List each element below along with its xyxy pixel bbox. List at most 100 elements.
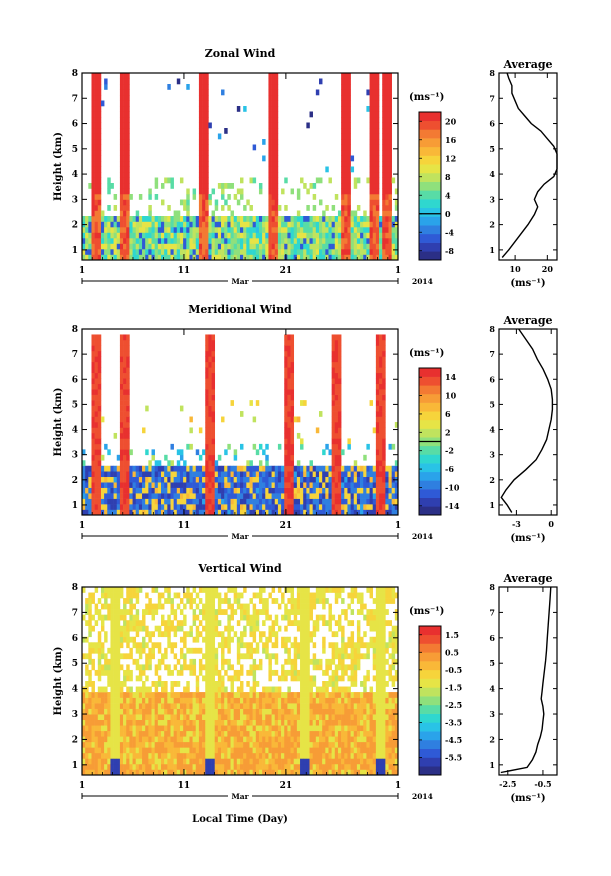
heatmap-cell bbox=[205, 210, 209, 217]
heatmap-cell bbox=[284, 422, 288, 428]
heatmap-cell bbox=[126, 697, 130, 704]
heatmap-cell bbox=[195, 625, 200, 632]
heatmap-cell bbox=[369, 144, 374, 151]
heatmap-cell bbox=[369, 210, 374, 217]
heatmap-cell bbox=[246, 620, 250, 627]
heatmap-cell bbox=[221, 487, 225, 494]
heatmap-cell bbox=[164, 741, 168, 748]
heatmap-cell bbox=[97, 703, 102, 709]
heatmap-cell bbox=[284, 243, 288, 250]
heatmap-cell bbox=[350, 482, 355, 488]
heatmap-cell bbox=[265, 763, 269, 770]
heatmap-cell bbox=[110, 714, 114, 721]
heatmap-cell bbox=[119, 664, 124, 671]
heatmap-cell bbox=[142, 232, 146, 239]
heatmap-cell bbox=[119, 188, 124, 195]
heatmap-cell bbox=[379, 372, 383, 379]
heatmap-cell bbox=[224, 216, 228, 222]
heatmap-cell bbox=[252, 498, 257, 505]
heatmap-cell bbox=[372, 427, 377, 434]
heatmap-cell bbox=[265, 714, 269, 721]
heatmap-cell bbox=[271, 84, 276, 90]
x-tick-label: 21 bbox=[280, 521, 293, 531]
heatmap-cell bbox=[322, 487, 326, 494]
heatmap-cell bbox=[271, 625, 276, 632]
heatmap-cell bbox=[379, 221, 383, 228]
heatmap-cell bbox=[284, 658, 288, 665]
heatmap-cell bbox=[119, 509, 124, 516]
heatmap-cell bbox=[179, 703, 184, 709]
heatmap-cell bbox=[100, 741, 105, 748]
heatmap-cell bbox=[350, 216, 355, 222]
heatmap-cell bbox=[189, 763, 193, 770]
heatmap-cell bbox=[132, 625, 137, 632]
heatmap-cell bbox=[262, 221, 266, 228]
heatmap-cell bbox=[341, 249, 345, 255]
heatmap-cell bbox=[233, 465, 238, 472]
heatmap-cell bbox=[240, 476, 244, 483]
average-x-tick-label: 10 bbox=[510, 264, 522, 274]
heatmap-cell bbox=[233, 216, 238, 222]
heatmap-cell bbox=[306, 504, 310, 510]
heatmap-cell bbox=[347, 89, 351, 96]
heatmap-cell bbox=[91, 111, 95, 118]
heatmap-cell bbox=[205, 730, 209, 737]
heatmap-cell bbox=[303, 249, 307, 255]
colorbar-segment bbox=[419, 225, 441, 235]
heatmap-cell bbox=[262, 139, 266, 145]
heatmap-cell bbox=[356, 498, 361, 505]
heatmap-cell bbox=[94, 498, 99, 505]
heatmap-cell bbox=[94, 697, 99, 704]
heatmap-cell bbox=[116, 487, 121, 494]
heatmap-cell bbox=[126, 592, 130, 599]
heatmap-cell bbox=[217, 471, 222, 478]
heatmap-cell bbox=[138, 730, 143, 737]
heatmap-cell bbox=[262, 238, 266, 244]
heatmap-cell bbox=[240, 681, 244, 687]
heatmap-cell bbox=[268, 725, 272, 732]
heatmap-cell bbox=[208, 471, 212, 478]
heatmap-cell bbox=[186, 238, 190, 244]
y-tick-label: 1 bbox=[72, 246, 78, 256]
heatmap-cell bbox=[391, 498, 396, 505]
heatmap-cell bbox=[170, 736, 174, 743]
heatmap-cell bbox=[233, 504, 238, 510]
heatmap-cell bbox=[123, 614, 127, 621]
heatmap-cell bbox=[240, 603, 244, 610]
heatmap-cell bbox=[243, 249, 247, 255]
heatmap-cell bbox=[151, 603, 155, 610]
heatmap-cell bbox=[287, 736, 291, 743]
heatmap-cell bbox=[97, 356, 102, 363]
heatmap-cell bbox=[167, 736, 171, 743]
heatmap-cell bbox=[82, 238, 86, 244]
heatmap-cell bbox=[344, 210, 348, 217]
heatmap-cell bbox=[309, 493, 313, 499]
heatmap-cell bbox=[88, 708, 92, 715]
heatmap-cell bbox=[129, 243, 133, 250]
heatmap-cell bbox=[372, 471, 377, 478]
heatmap-cell bbox=[315, 238, 320, 244]
heatmap-cell bbox=[142, 498, 146, 505]
heatmap-cell bbox=[88, 476, 92, 483]
heatmap-cell bbox=[183, 465, 187, 472]
heatmap-cell bbox=[236, 730, 241, 737]
heatmap-cell bbox=[394, 188, 399, 195]
heatmap-cell bbox=[132, 642, 137, 649]
heatmap-cell bbox=[287, 769, 291, 776]
heatmap-cell bbox=[350, 509, 355, 516]
colorbar-tick-label: 0 bbox=[445, 209, 451, 219]
y-tick-label: 5 bbox=[72, 400, 78, 410]
heatmap-cell bbox=[290, 747, 295, 754]
heatmap-cell bbox=[123, 487, 127, 494]
heatmap-cell bbox=[262, 232, 266, 239]
heatmap-cell bbox=[164, 758, 168, 765]
heatmap-cell bbox=[110, 487, 114, 494]
heatmap-cell bbox=[337, 389, 342, 395]
heatmap-cell bbox=[233, 249, 238, 255]
heatmap-cell bbox=[284, 669, 288, 676]
heatmap-cell bbox=[325, 216, 329, 222]
heatmap-cell bbox=[274, 476, 279, 483]
heatmap-cell bbox=[123, 509, 127, 516]
heatmap-cell bbox=[189, 647, 193, 654]
heatmap-cell bbox=[287, 482, 291, 488]
